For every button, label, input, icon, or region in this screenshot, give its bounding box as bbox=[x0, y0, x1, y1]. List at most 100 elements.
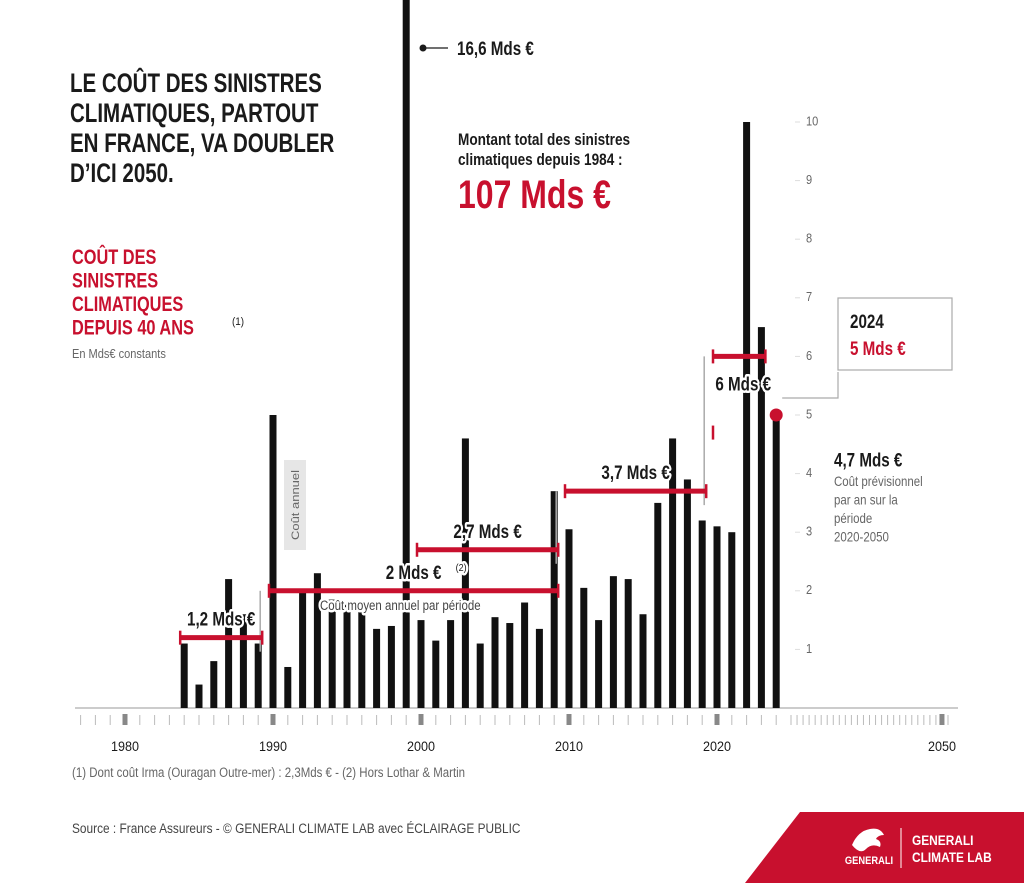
y-tick-label: 8 bbox=[806, 231, 812, 246]
bar bbox=[683, 479, 691, 708]
bar bbox=[195, 684, 203, 708]
title-line: LE COÛT DES SINISTRES bbox=[70, 67, 322, 99]
y-tick-label: 10 bbox=[806, 114, 819, 129]
footnote: (1) Dont coût Irma (Ouragan Outre-mer) :… bbox=[72, 765, 465, 780]
title-line: D’ICI 2050. bbox=[70, 158, 174, 188]
x-tick-label: 2050 bbox=[928, 738, 956, 754]
bar bbox=[387, 625, 395, 708]
logo-name: GENERALI bbox=[912, 832, 973, 848]
total-label: climatiques depuis 1984 : bbox=[458, 151, 623, 170]
bar bbox=[254, 643, 262, 708]
period-label: 6 Mds € bbox=[715, 373, 771, 395]
subtitle-line: DEPUIS 40 ANS bbox=[72, 316, 194, 340]
bar bbox=[417, 620, 425, 708]
logo-brand: GENERALI bbox=[845, 855, 893, 867]
total-label: Montant total des sinistres bbox=[458, 131, 630, 150]
bar bbox=[743, 122, 751, 708]
logo-band bbox=[745, 812, 1024, 883]
x-tick-label: 2010 bbox=[555, 738, 583, 754]
y-tick-label: 7 bbox=[806, 289, 812, 304]
bar bbox=[358, 608, 366, 708]
callout-box bbox=[837, 297, 953, 371]
logo-icon bbox=[852, 828, 884, 852]
bar bbox=[624, 579, 632, 708]
bar bbox=[521, 602, 529, 708]
callout-dot bbox=[769, 408, 783, 422]
bar bbox=[757, 327, 765, 708]
x-major-tick bbox=[418, 714, 424, 725]
forecast-note: période bbox=[834, 510, 872, 526]
bar bbox=[698, 520, 706, 708]
title-line: EN FRANCE, VA DOUBLER bbox=[70, 128, 334, 158]
source: Source : France Assureurs - © GENERALI C… bbox=[72, 820, 520, 836]
x-major-tick bbox=[939, 714, 945, 725]
bar bbox=[580, 587, 588, 708]
title-line: CLIMATIQUES, PARTOUT bbox=[70, 98, 319, 128]
period-note: (2) bbox=[456, 562, 467, 574]
y-tick-label: 1 bbox=[806, 641, 812, 656]
total-value: 107 Mds € bbox=[458, 172, 611, 217]
x-tick-label: 2000 bbox=[407, 738, 435, 754]
y-tick-label: 2 bbox=[806, 582, 812, 597]
bar bbox=[669, 438, 677, 708]
bar bbox=[328, 599, 336, 708]
bar bbox=[772, 415, 780, 708]
bar bbox=[491, 617, 499, 708]
period-label: 2 Mds € bbox=[386, 561, 442, 583]
x-major-tick bbox=[566, 714, 572, 725]
bar bbox=[565, 529, 573, 708]
callout-leader bbox=[782, 372, 839, 399]
bar bbox=[402, 0, 410, 708]
forecast-note: Coût prévisionnel bbox=[834, 473, 923, 489]
bar bbox=[595, 620, 603, 708]
bar bbox=[506, 623, 514, 708]
bar bbox=[343, 602, 351, 708]
subtitle-line: SINISTRES bbox=[72, 269, 158, 293]
bar bbox=[447, 620, 455, 708]
bar bbox=[239, 614, 247, 708]
bar bbox=[225, 579, 233, 708]
y-tick-label: 3 bbox=[806, 524, 812, 539]
bar bbox=[713, 526, 721, 708]
bar bbox=[550, 491, 558, 708]
y-tick-label: 6 bbox=[806, 348, 812, 363]
bar bbox=[269, 415, 277, 708]
bar bbox=[313, 573, 321, 708]
bar bbox=[284, 666, 292, 708]
period-label: 3,7 Mds € bbox=[601, 462, 670, 484]
value-label: 16,6 Mds € bbox=[457, 37, 534, 59]
x-major-tick bbox=[714, 714, 720, 725]
subtitle-line: COÛT DES bbox=[72, 245, 156, 270]
bar bbox=[210, 661, 218, 708]
y-tick-label: 9 bbox=[806, 172, 812, 187]
bar bbox=[299, 590, 307, 708]
x-tick-label: 1990 bbox=[259, 738, 287, 754]
x-major-tick bbox=[270, 714, 276, 725]
y-tick-label: 4 bbox=[806, 465, 812, 480]
bar bbox=[180, 643, 188, 708]
x-tick-label: 2020 bbox=[703, 738, 731, 754]
bar bbox=[728, 532, 736, 708]
subtitle-note: (1) bbox=[232, 317, 244, 329]
y-tick-label: 5 bbox=[806, 407, 812, 422]
value-label: 5 Mds € bbox=[850, 337, 906, 359]
period-label: 1,2 Mds € bbox=[187, 608, 256, 630]
bar bbox=[609, 576, 617, 708]
bar-label-box bbox=[284, 460, 306, 550]
x-tick-label: 1980 bbox=[111, 738, 139, 754]
callout-title: 2024 bbox=[850, 310, 884, 332]
bar bbox=[432, 640, 440, 708]
bar bbox=[654, 502, 662, 708]
bar bbox=[373, 628, 381, 708]
bar bbox=[461, 438, 469, 708]
bar bbox=[476, 643, 484, 708]
periods-label: Coût moyen annuel par période bbox=[320, 598, 481, 613]
period-label: 4,7 Mds € bbox=[834, 449, 903, 471]
bar bbox=[535, 628, 543, 708]
logo-name: CLIMATE LAB bbox=[912, 849, 992, 865]
x-major-tick bbox=[122, 714, 128, 725]
forecast-note: par an sur la bbox=[834, 491, 899, 507]
forecast-note: 2020-2050 bbox=[834, 528, 889, 544]
